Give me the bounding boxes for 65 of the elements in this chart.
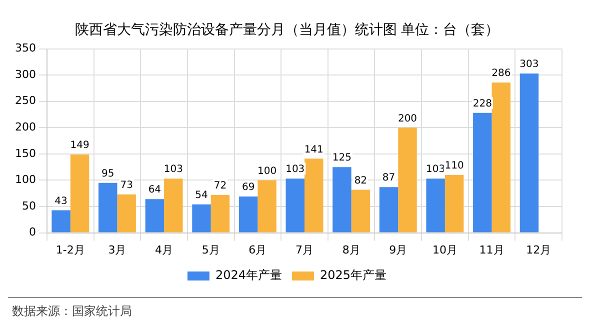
y-tick-label: 0 [28,226,36,239]
y-tick-label: 100 [14,173,36,186]
data-label: 64 [148,184,162,196]
bar [398,128,417,232]
x-tick-label: 1-2月 [56,243,85,256]
bar [238,196,258,232]
y-tick-label: 300 [14,68,36,81]
chart-title: 陕西省大气污染防治设备产量分月（当月值）统计图 单位：台（套） [74,22,500,38]
bar [117,194,136,232]
legend-label: 2024年产量 [215,268,282,282]
data-label: 100 [257,166,277,177]
bar [332,167,352,232]
data-label: 103 [164,164,183,176]
x-tick-label: 6月 [248,243,267,256]
bar [473,112,492,232]
y-tick-label: 350 [14,42,36,55]
bar [98,182,118,232]
x-tick-label: 4月 [155,243,174,256]
bar [351,190,370,232]
bar [492,82,510,232]
y-tick-label: 150 [14,146,36,160]
bar [286,178,304,232]
x-tick-label: 5月 [202,243,220,256]
bar [52,210,70,232]
data-label: 110 [444,160,464,172]
data-label: 95 [101,168,114,180]
bar [304,158,324,232]
x-tick-label: 8月 [342,243,360,256]
data-label: 141 [304,144,324,156]
data-label: 228 [472,98,492,110]
data-label: 303 [520,59,539,70]
data-label: 149 [70,140,90,152]
x-tick-label: 9月 [389,243,408,256]
data-label: 200 [398,113,418,124]
data-label: 72 [214,180,227,192]
bar [426,178,445,232]
x-tick-label: 3月 [108,243,126,256]
y-tick-label: 250 [14,94,36,108]
bar [258,180,276,232]
bar [210,194,230,232]
x-tick-label: 7月 [296,243,314,256]
x-tick-label: 11月 [479,243,504,256]
legend-label: 2025年产量 [320,268,387,282]
bar [379,187,398,232]
bar [164,178,183,232]
y-tick-label: 50 [22,199,36,212]
data-label: 286 [492,68,511,80]
data-label: 43 [54,196,68,207]
data-label: 73 [120,180,133,192]
x-tick-label: 12月 [526,243,552,256]
bar [444,174,464,232]
data-label: 103 [426,164,446,176]
data-label: 82 [354,175,368,186]
data-label: 87 [382,172,396,184]
y-tick-label: 200 [14,120,36,134]
bar [192,204,211,232]
data-label: 69 [242,182,255,194]
bar [520,74,539,232]
data-label: 125 [332,152,352,164]
source-note: 数据来源：国家统计局 [12,304,132,318]
x-tick-label: 10月 [432,243,458,256]
data-label: 103 [286,164,305,176]
bar [70,154,90,232]
data-label: 54 [195,190,208,202]
bar [145,199,164,232]
